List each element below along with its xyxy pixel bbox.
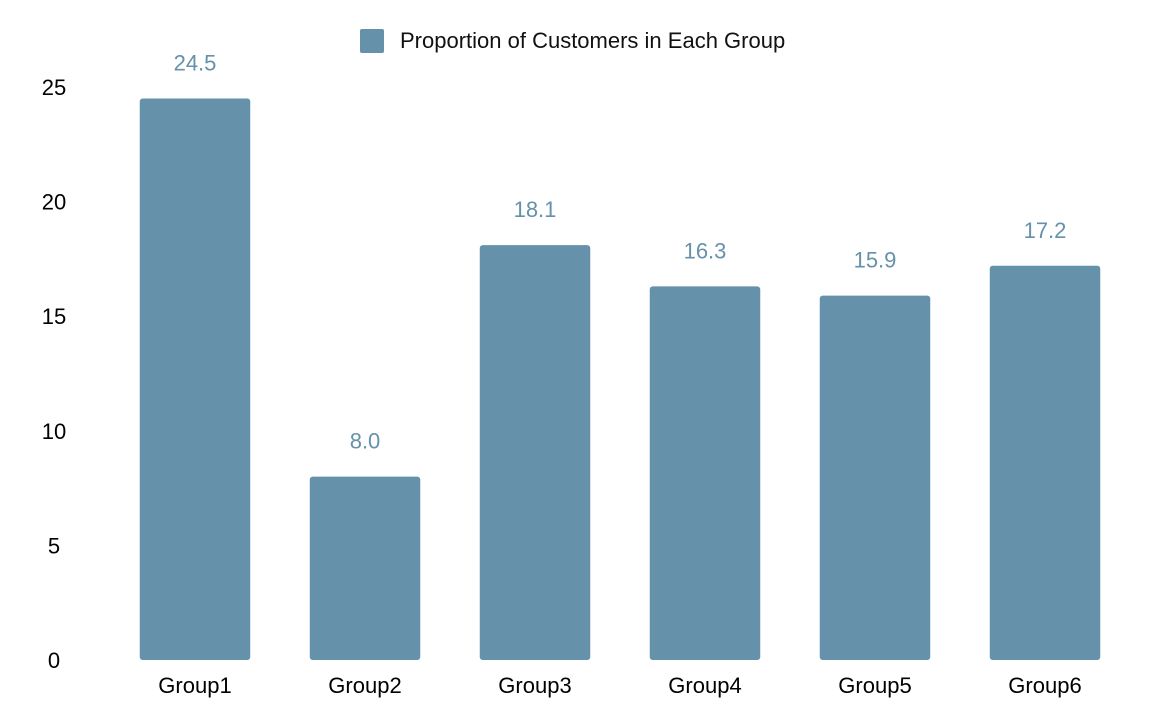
x-tick-label-group1: Group1 [158, 673, 231, 698]
x-tick-label-group5: Group5 [838, 673, 911, 698]
x-axis: Group1 Group2 Group3 Group4 Group5 Group6 [158, 673, 1081, 698]
bar-group5 [819, 295, 931, 660]
bar-group1 [139, 98, 251, 660]
y-tick-label: 0 [48, 648, 60, 673]
bar-group3 [479, 245, 591, 660]
data-label-group4: 16.3 [684, 238, 727, 263]
x-tick-label-group3: Group3 [498, 673, 571, 698]
y-tick-label: 20 [42, 190, 66, 215]
y-tick-label: 15 [42, 304, 66, 329]
data-label-group3: 18.1 [514, 197, 557, 222]
y-tick-label: 5 [48, 533, 60, 558]
x-tick-label-group6: Group6 [1008, 673, 1081, 698]
y-tick-label: 25 [42, 75, 66, 100]
data-label-group6: 17.2 [1024, 218, 1067, 243]
legend: Proportion of Customers in Each Group [360, 28, 785, 53]
legend-swatch [360, 29, 384, 53]
data-labels: 24.5 8.0 18.1 16.3 15.9 17.2 [174, 50, 1067, 453]
x-tick-label-group4: Group4 [668, 673, 741, 698]
legend-label: Proportion of Customers in Each Group [400, 28, 785, 53]
bar-group6 [989, 265, 1101, 660]
bar-group2 [309, 476, 421, 660]
x-tick-label-group2: Group2 [328, 673, 401, 698]
y-tick-label: 10 [42, 419, 66, 444]
data-label-group1: 24.5 [174, 50, 217, 75]
y-axis: 0 5 10 15 20 25 [42, 75, 66, 673]
data-label-group5: 15.9 [854, 248, 897, 273]
bars [139, 98, 1101, 660]
data-label-group2: 8.0 [350, 429, 381, 454]
bar-group4 [649, 286, 761, 660]
